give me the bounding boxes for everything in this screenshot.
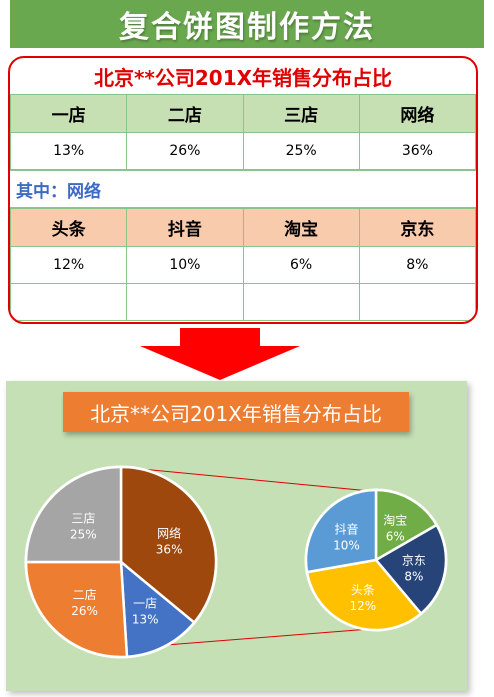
header-cell: 抖音 <box>126 208 244 247</box>
page-banner: 复合饼图制作方法 <box>10 0 484 48</box>
value-cell: 6% <box>242 246 360 284</box>
empty-cell <box>10 283 128 321</box>
online-table: 头条 抖音 淘宝 京东 12% 10% 6% 8% <box>10 208 476 321</box>
data-table-card: 北京**公司201X年销售分布占比 一店 二店 三店 网络 13% 26% 25… <box>8 56 478 324</box>
header-cell: 一店 <box>10 94 128 133</box>
value-cell: 36% <box>358 132 476 170</box>
table-title: 北京**公司201X年销售分布占比 <box>93 65 393 90</box>
empty-cell <box>126 283 244 321</box>
stores-header-row: 一店 二店 三店 网络 <box>10 94 476 133</box>
header-cell: 二店 <box>126 94 244 133</box>
value-cell: 26% <box>126 132 244 170</box>
header-cell: 淘宝 <box>242 208 360 247</box>
empty-cell <box>358 283 476 321</box>
stores-value-row: 13% 26% 25% 36% <box>10 132 476 170</box>
chart-title: 北京**公司201X年销售分布占比 <box>63 392 409 432</box>
sub-label: 其中：网络 <box>10 170 476 208</box>
empty-row <box>10 283 476 321</box>
value-cell: 8% <box>358 246 476 284</box>
value-cell: 10% <box>126 246 244 284</box>
online-header-row: 头条 抖音 淘宝 京东 <box>10 208 476 247</box>
header-cell: 网络 <box>358 94 476 133</box>
stores-table: 一店 二店 三店 网络 13% 26% 25% 36% <box>10 94 476 170</box>
value-cell: 13% <box>10 132 128 170</box>
header-cell: 头条 <box>10 208 128 247</box>
value-cell: 25% <box>242 132 360 170</box>
page-title: 复合饼图制作方法 <box>119 10 375 45</box>
down-arrow-icon <box>140 328 300 380</box>
value-cell: 12% <box>10 246 128 284</box>
online-value-row: 12% 10% 6% 8% <box>10 246 476 284</box>
empty-cell <box>242 283 360 321</box>
header-cell: 三店 <box>242 94 360 133</box>
header-cell: 京东 <box>358 208 476 247</box>
